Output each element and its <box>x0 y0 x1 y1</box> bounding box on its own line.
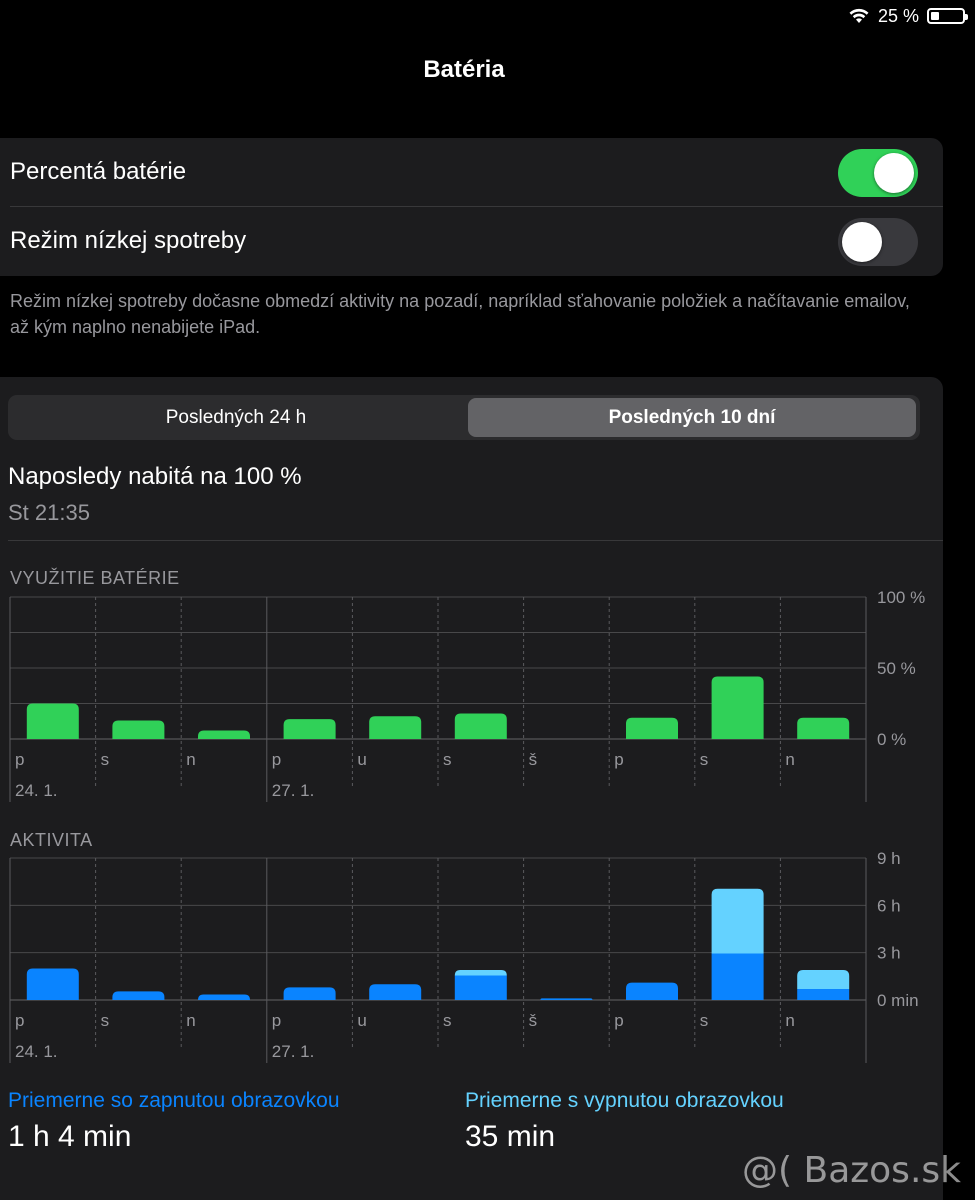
bar-s-1 <box>112 720 165 739</box>
x-tick-label: s <box>700 1011 709 1030</box>
bar-n-9-s1 <box>797 970 850 989</box>
bar-p-0-s0 <box>26 968 79 1000</box>
bar-p-0 <box>26 703 79 739</box>
status-bar: 25 % <box>848 4 968 28</box>
bar-s-8 <box>711 676 764 739</box>
bar-s-8-s1 <box>711 888 764 954</box>
x-tick-label: s <box>700 750 709 769</box>
y-tick-label: 0 min <box>877 991 919 1010</box>
bar-n-2 <box>198 730 250 739</box>
battery-percentage-label: Percentá batérie <box>10 158 187 185</box>
battery-percent: 25 % <box>877 5 919 26</box>
y-tick-label: 3 h <box>877 944 901 963</box>
bar-n-9-s0 <box>797 988 850 1000</box>
date-label: 27. 1. <box>272 1042 315 1061</box>
screen-off-average-value: 35 min <box>465 1120 556 1153</box>
screen-off-average-label: Priemerne s vypnutou obrazovkou <box>465 1089 784 1112</box>
time-range-segmented-control: Posledných 24 h Posledných 10 dní <box>8 395 920 440</box>
x-tick-label: s <box>101 750 110 769</box>
x-tick-label: n <box>785 750 794 769</box>
battery-usage-chart-title: VYUŽITIE BATÉRIE <box>10 568 180 588</box>
bar-n-2-s0 <box>198 994 250 1000</box>
low-power-footnote: Režim nízkej spotreby dočasne obmedzí ak… <box>10 291 910 337</box>
tab-last-10-days[interactable]: Posledných 10 dní <box>468 398 916 437</box>
tab-last-24-hours[interactable]: Posledných 24 h <box>165 407 307 428</box>
toggle-knob <box>842 222 882 262</box>
low-power-mode-row: Režim nízkej spotreby <box>0 207 943 276</box>
wifi-icon <box>849 8 869 23</box>
x-tick-label: p <box>614 750 623 769</box>
x-tick-label: n <box>785 1011 794 1030</box>
bar-s-8-s0 <box>711 953 764 1000</box>
bar-s-1-s0 <box>112 991 165 1000</box>
last-charged-title: Naposledy nabitá na 100 % <box>8 463 302 490</box>
screen-on-average-value: 1 h 4 min <box>8 1120 132 1153</box>
battery-percentage-toggle[interactable] <box>838 149 918 197</box>
y-tick-label: 0 % <box>877 730 906 749</box>
watermark: @( Bazos.sk <box>742 1150 961 1191</box>
screen-on-average-label: Priemerne so zapnutou obrazovkou <box>8 1089 340 1112</box>
activity-chart: 9 h 6 h 3 h 0 min p s n p u s š p s n 24. 1. 27. 1. <box>9 849 919 1063</box>
bar-n-9 <box>797 717 850 739</box>
bar-s-5-s1 <box>454 970 507 976</box>
x-tick-label: p <box>614 1011 623 1030</box>
battery-settings-group: Percentá batérie Režim nízkej spotreby <box>0 138 943 276</box>
x-tick-label: u <box>357 1011 366 1030</box>
low-power-mode-toggle[interactable] <box>838 218 918 266</box>
toggle-knob <box>874 153 914 193</box>
bar-p-7-s0 <box>626 982 678 1000</box>
activity-chart-title: AKTIVITA <box>10 830 93 850</box>
battery-percentage-row: Percentá batérie <box>0 138 943 207</box>
y-tick-label: 9 h <box>877 849 901 868</box>
bar-u-4-s0 <box>369 984 422 1000</box>
x-tick-label: p <box>15 750 24 769</box>
x-tick-label: p <box>272 750 281 769</box>
date-label: 27. 1. <box>272 781 315 800</box>
battery-icon <box>927 8 968 24</box>
bar-s-5-s0 <box>454 975 507 1000</box>
x-tick-label: p <box>272 1011 281 1030</box>
card-divider <box>8 540 943 541</box>
battery-usage-card: Posledných 24 h Posledných 10 dní Naposl… <box>0 377 943 1200</box>
last-charged-time: St 21:35 <box>8 500 90 525</box>
low-power-mode-label: Režim nízkej spotreby <box>10 227 247 254</box>
date-label: 24. 1. <box>15 1042 58 1061</box>
battery-level-fill <box>931 12 939 20</box>
date-label: 24. 1. <box>15 781 58 800</box>
bar-u-4 <box>369 716 422 739</box>
x-tick-label: s <box>101 1011 110 1030</box>
y-tick-label: 50 % <box>877 659 916 678</box>
y-tick-label: 100 % <box>877 588 925 607</box>
x-tick-label: p <box>15 1011 24 1030</box>
bar-s-5 <box>454 713 507 739</box>
y-tick-label: 6 h <box>877 896 901 915</box>
x-tick-label: s <box>443 1011 452 1030</box>
x-tick-label: s <box>443 750 452 769</box>
bar-p-3 <box>283 719 336 739</box>
row-divider <box>10 206 943 207</box>
x-tick-label: n <box>186 750 195 769</box>
x-tick-label: n <box>186 1011 195 1030</box>
bar-p-7 <box>626 717 678 739</box>
battery-usage-chart: 100 % 50 % 0 % p s n p u s š p s n 24. 1. 27. 1. <box>9 588 925 802</box>
x-tick-label: š <box>529 1011 538 1030</box>
page-title: Batéria <box>423 56 505 83</box>
x-tick-label: š <box>529 750 538 769</box>
x-tick-label: u <box>357 750 366 769</box>
bar-p-3-s0 <box>283 987 336 1000</box>
bar-š-6-s0 <box>540 998 593 1000</box>
